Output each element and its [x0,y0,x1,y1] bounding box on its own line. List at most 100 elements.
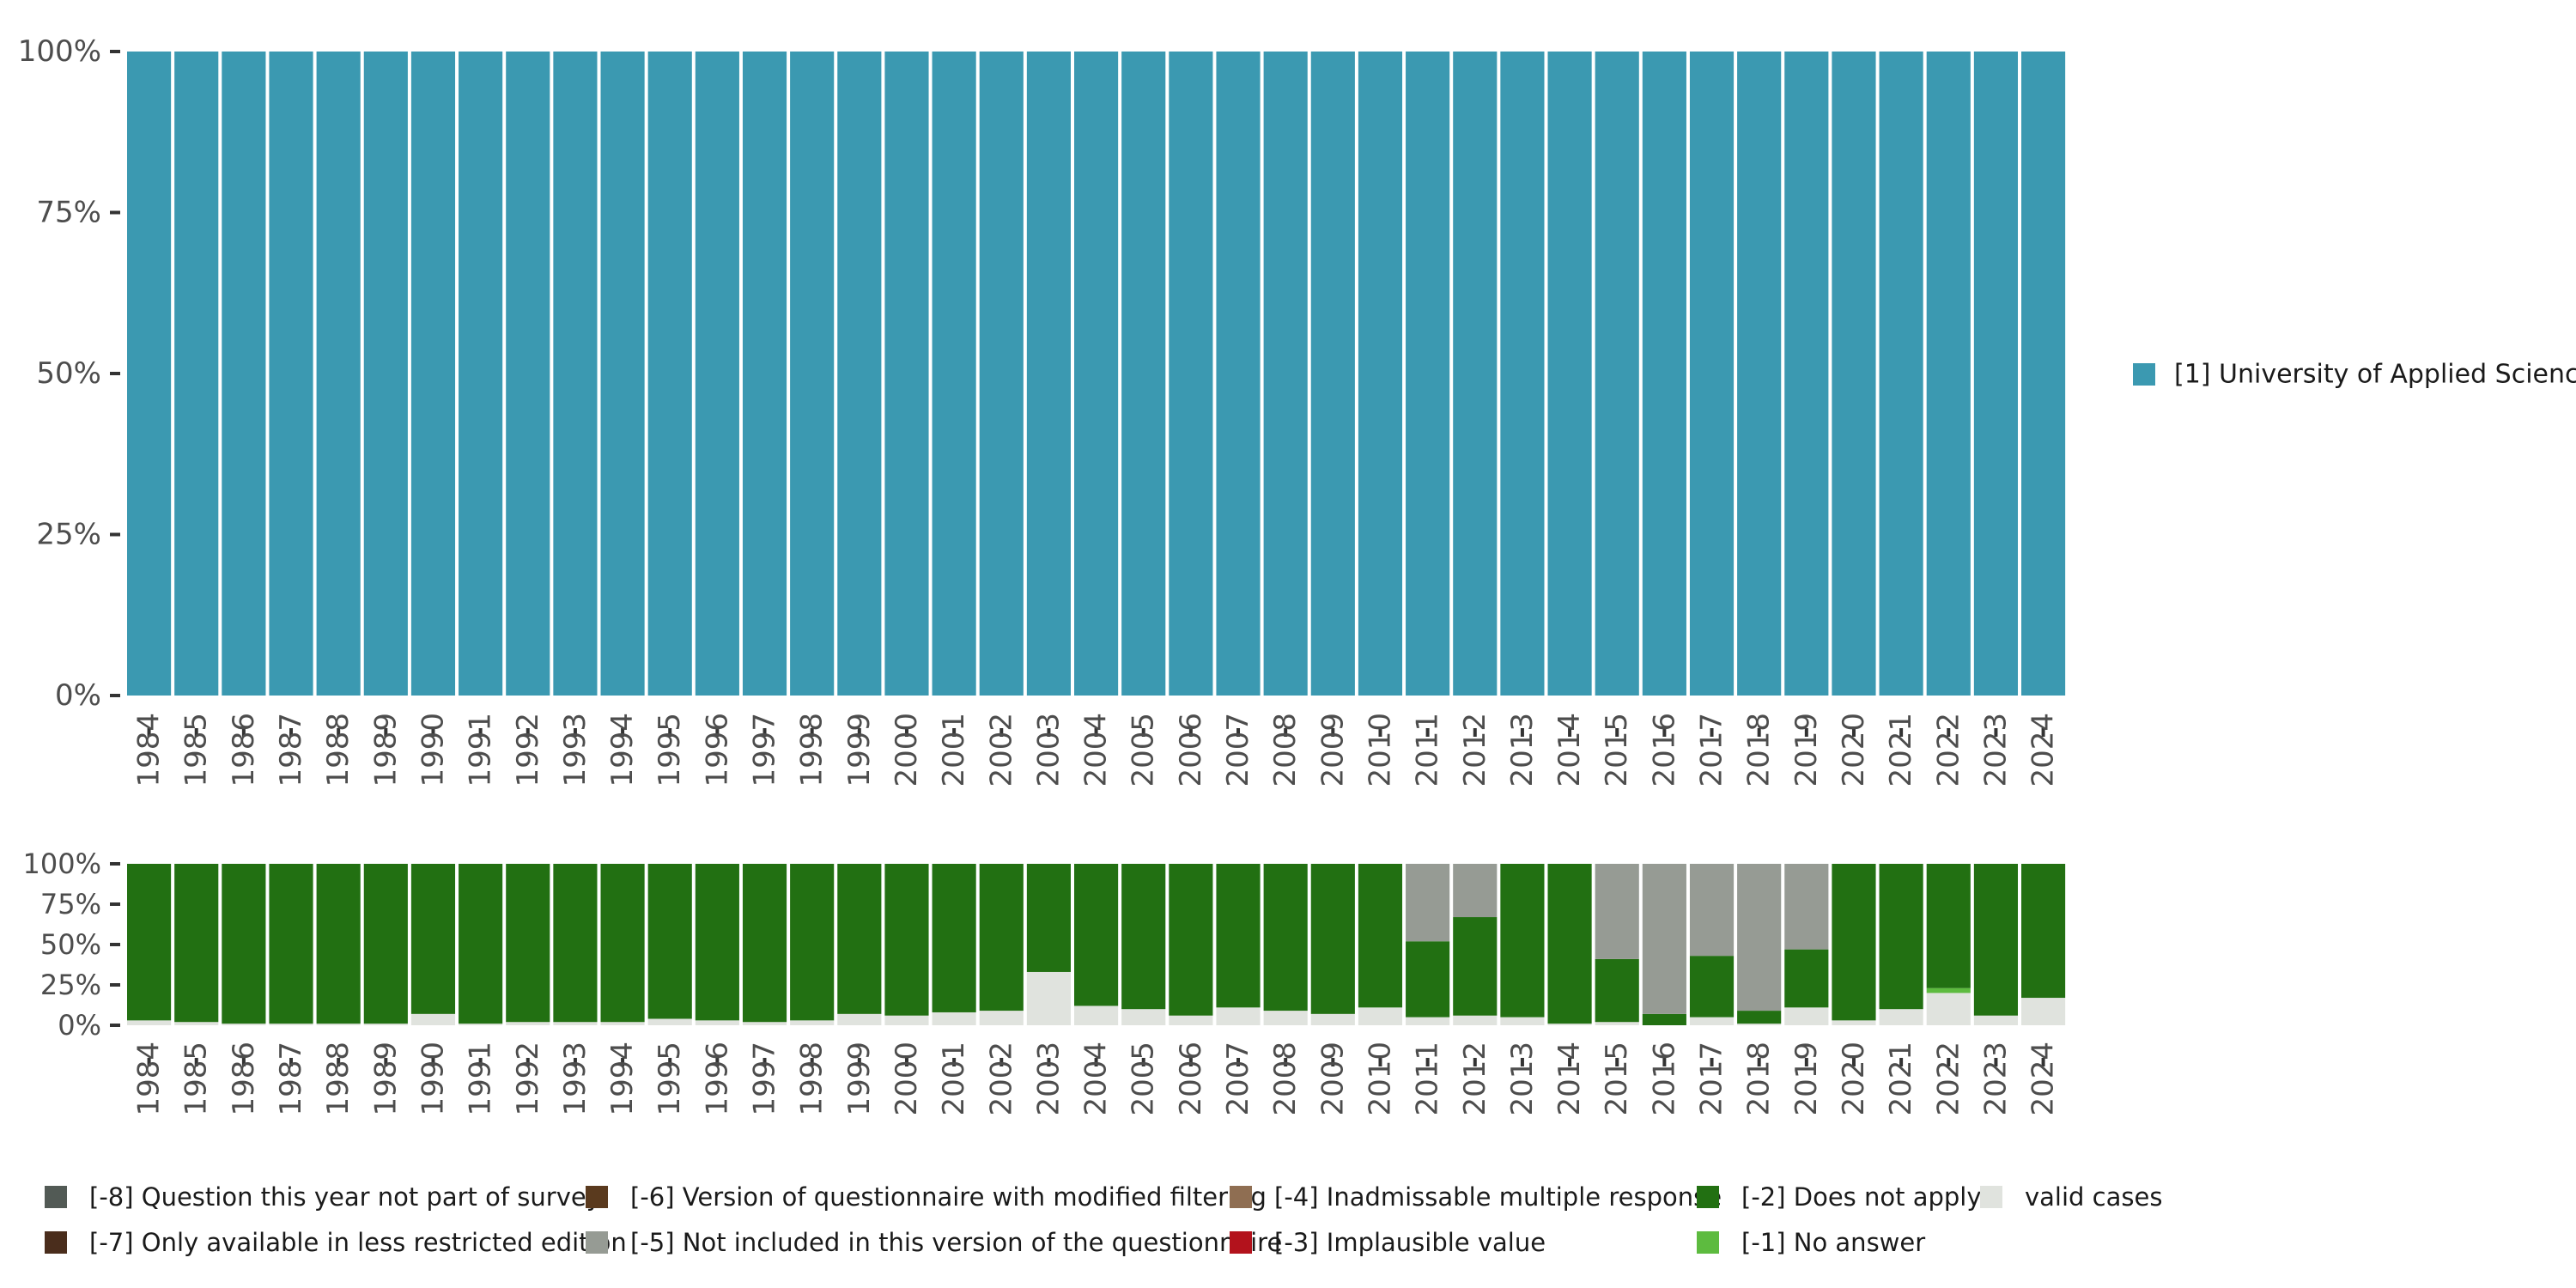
top-bar-1986-s0 [222,52,266,696]
bottom-bar-2013-s0 [1500,1017,1545,1025]
top-xtick-label-2018: 2018 [1742,713,1777,787]
bottom-bar-2015-s0 [1595,1022,1639,1025]
top-xtick-label-1997: 1997 [748,713,782,787]
top-xtick-label-2007: 2007 [1221,713,1255,787]
bottom-ytick-label: 100% [23,848,101,880]
top-ytick-label: 0% [55,678,101,713]
legend-bottom-swatch [1230,1186,1252,1208]
bottom-xtick-label-2013: 2013 [1505,1042,1540,1116]
top-xtick-label-2000: 2000 [890,713,924,787]
bottom-xtick-label-2011: 2011 [1411,1042,1445,1116]
bottom-panel: 0% 25% 50% 75% 100% 1984 1985 1986 1987 1988 1989 1… [23,848,2066,1116]
bottom-xtick-label-2023: 2023 [1978,1042,2013,1116]
top-bar-2003-s0 [1026,52,1071,696]
bottom-bar-1992-s2 [506,864,550,1023]
top-ytick-label: 25% [36,518,101,552]
bottom-bar-2001-s0 [932,1012,976,1025]
bottom-bar-2001-s2 [932,864,976,1012]
bottom-bar-1996-s0 [695,1020,739,1025]
bottom-xtick-label-2021: 2021 [1884,1042,1918,1116]
top-xtick-label-1995: 1995 [653,713,687,787]
top-bar-2019-s0 [1784,52,1829,696]
bottom-xtick-label-2019: 2019 [1789,1042,1824,1116]
bottom-bar-2014-s0 [1547,1024,1592,1025]
top-xtick-label-1990: 1990 [416,713,450,787]
legend-bottom-label: [-1] No answer [1741,1228,1925,1257]
top-ytick-label: 50% [36,356,101,391]
bottom-bar-2023-s2 [1973,864,2018,1016]
top-xtick-label-1994: 1994 [605,713,640,787]
bottom-xtick-label-2001: 2001 [937,1042,971,1116]
top-bar-2009-s0 [1310,52,1355,696]
bottom-xtick-label-1989: 1989 [368,1042,403,1116]
legend-bottom-swatch [586,1231,608,1254]
top-bar-1989-s0 [363,52,408,696]
top-xtick-label-2014: 2014 [1552,713,1587,787]
top-xtick-label-1987: 1987 [274,713,308,787]
top-xtick-label-2005: 2005 [1127,713,1161,787]
bottom-bar-2019-s2 [1784,949,1829,1008]
bottom-bar-2012-s0 [1453,1015,1498,1025]
top-xtick-label-1993: 1993 [558,713,592,787]
bottom-bar-2020-s2 [1832,864,1876,1021]
bottom-xtick-label-2018: 2018 [1742,1042,1777,1116]
bottom-bar-2022-s1 [1926,987,1971,993]
bottom-bar-1999-s0 [837,1013,882,1025]
bottom-xtick-label-1997: 1997 [748,1042,782,1116]
bottom-xtick-label-2007: 2007 [1221,1042,1255,1116]
bottom-xtick-label-2009: 2009 [1315,1042,1350,1116]
top-bar-1985-s0 [174,52,219,696]
bottom-bar-1993-s2 [553,864,598,1023]
top-bar-1991-s0 [459,52,503,696]
top-xtick-label-2001: 2001 [937,713,971,787]
top-bar-2015-s0 [1595,52,1639,696]
bottom-xtick-label-2012: 2012 [1458,1042,1492,1116]
bottom-bar-1993-s0 [553,1022,598,1025]
bottom-xtick-label-1991: 1991 [464,1042,498,1116]
bottom-bar-1987-s2 [269,864,313,1024]
bottom-bar-1988-s0 [316,1024,361,1025]
bottom-ytick-label: 25% [40,969,101,1001]
legend-bottom-swatch [1980,1186,2002,1208]
top-xtick-label-2012: 2012 [1458,713,1492,787]
bottom-bar-2018-s0 [1737,1024,1782,1025]
top-bar-1994-s0 [600,52,645,696]
bottom-xtick-label-1985: 1985 [179,1042,214,1116]
legend-bottom-swatch [586,1186,608,1208]
top-bar-2023-s0 [1973,52,2018,696]
bottom-bar-2002-s2 [979,864,1024,1012]
legend-bottom-label: valid cases [2025,1182,2162,1212]
bottom-xtick-label-2006: 2006 [1174,1042,1208,1116]
top-bar-1999-s0 [837,52,882,696]
bottom-xtick-label-2002: 2002 [984,1042,1018,1116]
bottom-bar-2024-s2 [2021,864,2066,999]
bottom-bar-1994-s2 [600,864,645,1023]
top-bar-2011-s0 [1406,52,1450,696]
bottom-xtick-label-2008: 2008 [1268,1042,1303,1116]
bottom-ytick-label: 0% [58,1009,101,1042]
bottom-bar-2004-s2 [1074,864,1119,1006]
top-xtick-label-1999: 1999 [842,713,877,787]
legend-bottom-label: [-7] Only available in less restricted e… [89,1228,627,1257]
bottom-bar-1986-s0 [222,1024,266,1025]
legend-bottom-swatch [1697,1231,1719,1254]
top-xtick-label-2003: 2003 [1031,713,1066,787]
top-bar-2005-s0 [1121,52,1166,696]
top-bar-2004-s0 [1074,52,1119,696]
bottom-ytick-label: 50% [40,928,101,961]
bottom-xtick-label-1999: 1999 [842,1042,877,1116]
bottom-xtick-label-1996: 1996 [700,1042,734,1116]
bottom-bar-2005-s2 [1121,864,1166,1010]
top-xtick-label-2021: 2021 [1884,713,1918,787]
bottom-xtick-label-2010: 2010 [1363,1042,1397,1116]
legend-bottom-swatch [45,1186,67,1208]
bottom-xtick-label-2004: 2004 [1079,1042,1114,1116]
bottom-bar-1997-s0 [742,1022,787,1025]
bottom-bar-2011-s3 [1406,864,1450,942]
bottom-bar-1987-s0 [269,1024,313,1025]
bottom-xtick-label-1993: 1993 [558,1042,592,1116]
bottom-bar-1988-s2 [316,864,361,1024]
bottom-bar-2020-s0 [1832,1020,1876,1025]
top-xtick-label-1998: 1998 [795,713,829,787]
bottom-bar-2004-s0 [1074,1005,1119,1025]
